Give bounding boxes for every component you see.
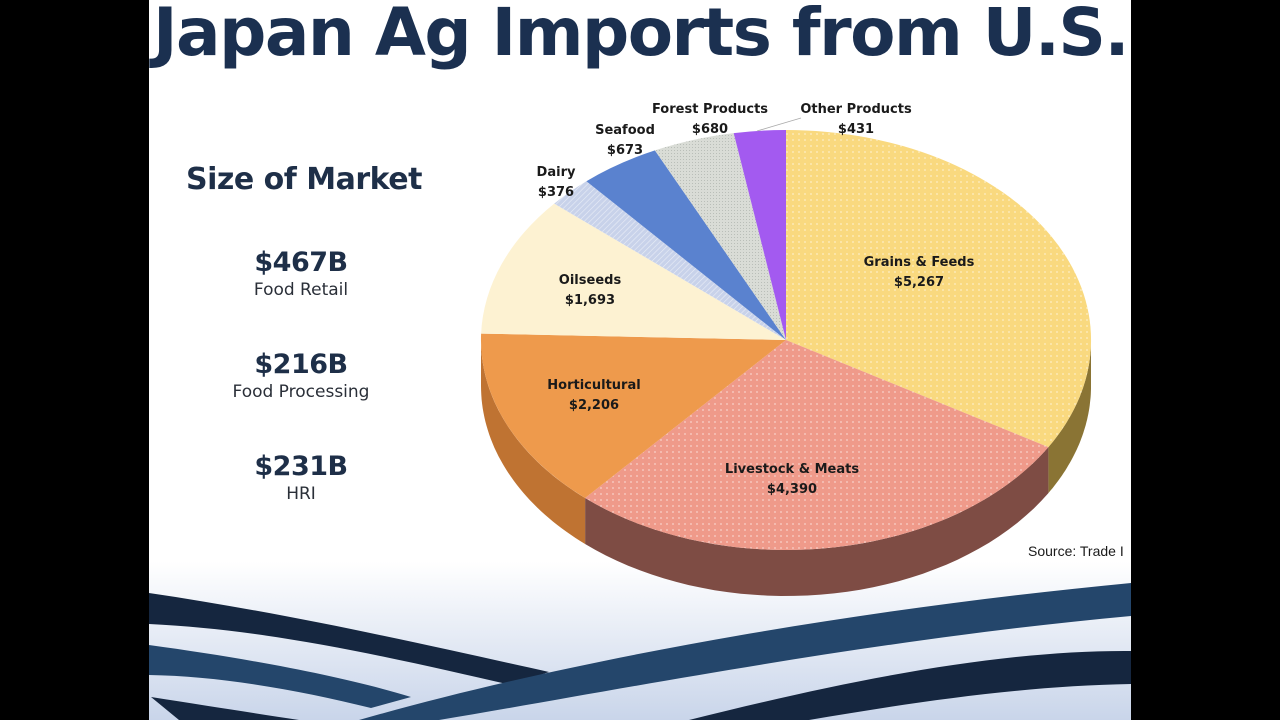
stat-food-retail: $467B Food Retail [201,247,401,301]
stat-value: $216B [254,349,348,380]
stat-label: Food Retail [253,280,349,300]
pie-slice-other-products[interactable] [733,129,786,340]
slide: Japan Ag Imports from U.S. Size of Marke… [149,0,1131,720]
leader-line-other-products [756,117,802,132]
pie-side-livestock-meats [585,447,1049,596]
data-label-oilseeds: Oilseeds $1,693 [559,273,622,308]
size-of-market-heading: Size of Market [186,162,422,197]
pie-slice-horticultural[interactable] [480,333,786,498]
data-label-dairy: Dairy $376 [537,165,576,200]
data-label-livestock-meats: Livestock & Meats $4,390 [725,462,859,497]
data-label-forest-products: Forest Products $680 [652,102,768,137]
stat-value: $467B [254,247,348,278]
data-label-horticultural: Horticultural $2,206 [547,378,640,413]
pie-data-labels: Grains & Feeds $5,267 Livestock & Meats $4,… [537,102,975,497]
pie-3d-sides [481,340,1091,596]
data-label-grains-feeds: Grains & Feeds $5,267 [864,255,975,290]
pie-side-horticultural [481,340,586,544]
stat-label: Food Processing [232,382,370,402]
pie-chart: Grains & Feeds $5,267 Livestock & Meats $4,… [480,102,1092,596]
stat-hri: $231B HRI [201,451,401,505]
slide-title: Japan Ag Imports from U.S. [153,0,1130,71]
data-label-seafood: Seafood $673 [595,123,655,158]
stat-value: $231B [254,451,348,482]
pie-side-grains-feeds [1048,340,1091,494]
stat-food-processing: $216B Food Processing [201,349,401,403]
source-note: Source: Trade I [1028,543,1124,559]
data-label-other-products: Other Products $431 [800,102,912,137]
stat-label: HRI [286,484,316,504]
